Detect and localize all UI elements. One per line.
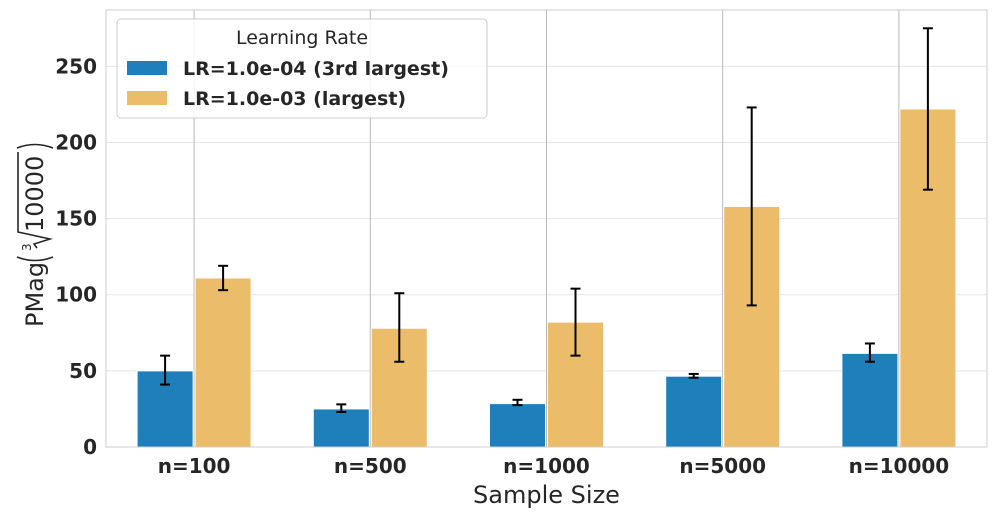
bar-lr-1e-04 [665,375,723,448]
bar-lr-1e-04 [312,408,370,448]
bar-lr-1e-04 [841,352,899,448]
error-bar-lr-1e-03 [394,292,405,363]
error-bar-lr-1e-03 [218,264,229,292]
error-bar-lr-1e-04 [336,403,347,413]
legend-label-lr-1e-04: LR=1.0e-04 (3rd largest) [183,58,449,80]
error-bar-lr-1e-04 [864,342,875,363]
error-bar-lr-1e-03 [922,27,933,191]
x-tick-label: n=1000 [503,454,590,478]
error-bar-lr-1e-03 [570,287,581,357]
bar-lr-1e-03 [194,277,252,448]
legend-swatch-lr-1e-04 [127,61,167,75]
y-tick-label: 50 [69,359,97,383]
error-bar-layer [160,27,933,413]
y-tick-labels: 0 50 100 150 200 250 [55,54,97,459]
y-axis-title-prefix: PMag [21,262,49,327]
x-tick-label: n=500 [334,454,407,478]
legend-title: Learning Rate [236,27,368,49]
y-tick-label: 100 [55,283,97,307]
y-axis-title-root-index: 3 [20,243,34,251]
error-bar-lr-1e-04 [512,398,523,407]
y-tick-label: 0 [83,435,97,459]
y-axis-title-radical-sign [17,152,54,249]
error-bar-lr-1e-04 [688,372,699,379]
legend: Learning Rate LR=1.0e-04 (3rd largest) L… [116,18,488,119]
y-axis-title-paren-close [16,143,54,149]
x-tick-label: n=10000 [849,454,950,478]
error-bar-lr-1e-04 [160,354,171,386]
y-tick-label: 250 [55,54,97,78]
x-axis-title: Sample Size [473,481,620,509]
y-axis-title: PMag 3 10000 [16,143,54,327]
legend-swatch-lr-1e-03 [127,91,167,105]
y-axis-title-paren-open [16,256,54,262]
x-tick-label: n=5000 [679,454,766,478]
plot-frame [105,9,988,448]
error-bar-lr-1e-03 [746,106,757,307]
x-tick-label: n=100 [158,454,231,478]
y-axis-title-radicand: 10000 [21,156,49,232]
legend-frame [116,18,488,119]
x-tick-labels: n=100 n=500 n=1000 n=5000 n=10000 [158,454,949,478]
legend-label-lr-1e-03: LR=1.0e-03 (largest) [183,88,406,110]
y-tick-label: 200 [55,130,97,154]
y-tick-label: 150 [55,207,97,231]
bar-lr-1e-04 [489,403,546,448]
